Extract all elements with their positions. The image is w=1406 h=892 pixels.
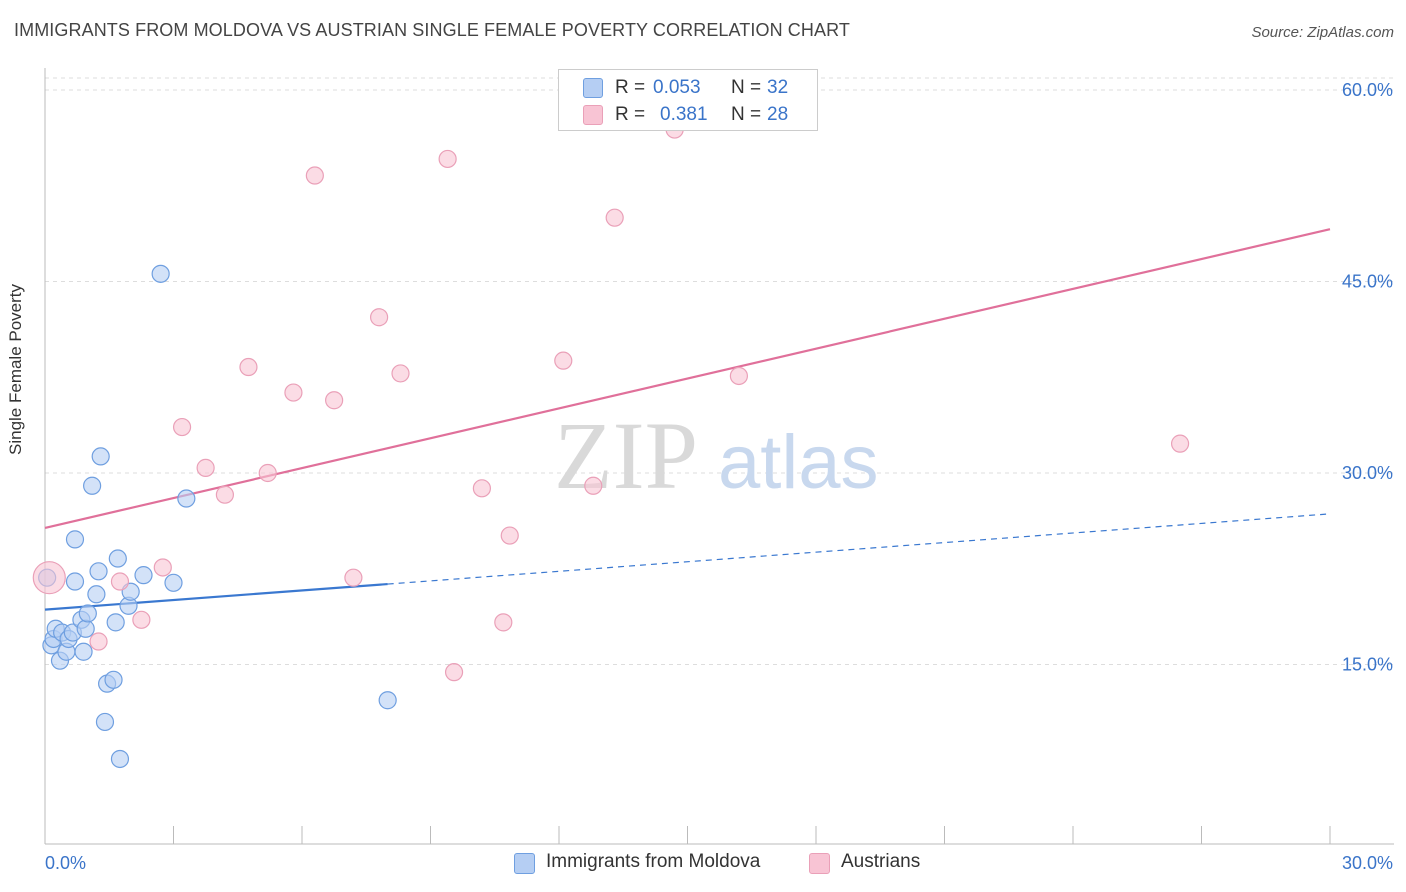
austrians-point (172, 417, 192, 437)
austrians-point (391, 364, 410, 383)
legend-label: Immigrants from Moldova (546, 851, 761, 872)
legend-n-value: 32 (767, 77, 789, 98)
legend-r-label: R = (615, 77, 646, 98)
austrians-point (215, 485, 234, 504)
legend-n-value: 28 (767, 104, 789, 125)
austrians-point (32, 561, 66, 595)
moldova-point (89, 562, 108, 581)
legend-swatch-pink (583, 105, 603, 125)
moldova-point (134, 566, 153, 585)
moldova-point (108, 549, 127, 568)
austrians-point (239, 357, 258, 377)
austrians-point (258, 463, 277, 483)
legend-n-label: N = (731, 104, 762, 125)
moldova-point (76, 619, 95, 638)
moldova-point (83, 476, 102, 495)
legend-r-label: R = (615, 104, 646, 125)
moldova-point (65, 530, 85, 549)
correlation-legend: R = 0.053 N = 32 R = 0.381 N = 28 (558, 69, 818, 131)
legend-swatch-pink (809, 853, 830, 874)
watermark-zip: ZIP (554, 402, 698, 509)
watermark-atlas: atlas (718, 420, 879, 505)
austrians-point (472, 479, 491, 498)
y-tick-label: 30.0% (1342, 463, 1393, 483)
y-tick-label: 45.0% (1342, 272, 1393, 292)
moldova-point (378, 691, 397, 710)
source-label: Source: ZipAtlas.com (1251, 24, 1394, 41)
austrians-point (89, 632, 108, 651)
data-points (32, 120, 1190, 769)
moldova-point (151, 264, 170, 283)
austrians-point (196, 458, 215, 477)
axes (44, 68, 1394, 845)
austrians-point (110, 572, 130, 591)
legend-r-value: 0.053 (653, 77, 701, 98)
y-tick-label: 60.0% (1342, 80, 1393, 100)
chart-title: IMMIGRANTS FROM MOLDOVA VS AUSTRIAN SING… (14, 20, 850, 40)
austrians-point (305, 166, 324, 185)
moldova-point (106, 613, 125, 632)
austrians-point (370, 308, 389, 327)
austrians-trend-line (44, 228, 1331, 529)
moldova-trend-line (44, 582, 388, 611)
moldova-trend-extension (387, 513, 1331, 585)
austrians-point (500, 526, 519, 545)
moldova-point (65, 572, 85, 591)
trend-lines (44, 228, 1331, 611)
austrians-point (494, 613, 513, 632)
y-tick-label: 15.0% (1342, 655, 1393, 675)
moldova-point (87, 585, 106, 604)
watermark: ZIP atlas (554, 402, 879, 509)
moldova-point (78, 604, 97, 623)
austrians-point (584, 476, 603, 495)
austrians-point (605, 208, 624, 227)
austrians-point (344, 568, 363, 587)
moldova-point (95, 712, 115, 732)
moldova-point (74, 642, 93, 661)
legend-n-label: N = (731, 77, 762, 98)
austrians-point (444, 663, 464, 682)
x-tick-label: 30.0% (1342, 853, 1393, 873)
legend-swatch-blue (514, 853, 535, 874)
moldova-point (110, 749, 130, 769)
moldova-point (177, 489, 196, 508)
tick-labels: 15.0% 30.0% 45.0% 60.0% 0.0% 30.0% (45, 80, 1393, 873)
austrians-point (438, 149, 457, 169)
legend-swatch-blue (583, 78, 603, 98)
legend-label: Austrians (841, 851, 921, 872)
moldova-point (104, 670, 123, 689)
austrians-point (284, 383, 303, 402)
austrians-point (1170, 434, 1190, 453)
x-tick-label: 0.0% (45, 853, 86, 873)
austrians-point (729, 366, 749, 386)
austrians-point (554, 351, 573, 370)
austrians-point (153, 558, 172, 577)
moldova-point (164, 573, 183, 592)
austrians-point (325, 391, 344, 410)
moldova-point (91, 447, 110, 466)
austrians-point (132, 610, 151, 629)
legend-r-value: 0.381 (660, 104, 708, 125)
